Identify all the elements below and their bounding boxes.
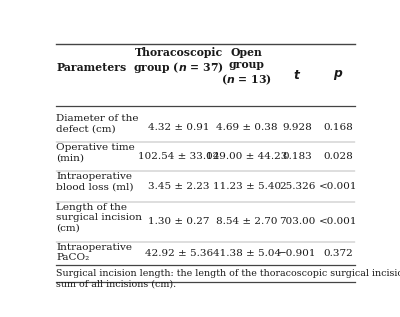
Text: −0.901: −0.901 <box>278 249 316 258</box>
Text: 129.00 ± 44.23: 129.00 ± 44.23 <box>206 152 288 161</box>
Text: 0.183: 0.183 <box>282 152 312 161</box>
Text: 9.928: 9.928 <box>282 123 312 132</box>
Text: 1.30 ± 0.27: 1.30 ± 0.27 <box>148 217 210 226</box>
Text: $\bfit{p}$: $\bfit{p}$ <box>333 68 344 82</box>
Text: Open
group
($\bfit{n}$ = 13): Open group ($\bfit{n}$ = 13) <box>222 47 272 87</box>
Text: Operative time
(min): Operative time (min) <box>56 143 135 162</box>
Text: Diameter of the
defect (cm): Diameter of the defect (cm) <box>56 114 139 133</box>
Text: <0.001: <0.001 <box>319 182 358 191</box>
Text: 11.23 ± 5.40: 11.23 ± 5.40 <box>213 182 281 191</box>
Text: Thoracoscopic
group ($\bfit{n}$ = 37): Thoracoscopic group ($\bfit{n}$ = 37) <box>133 47 224 75</box>
Text: 0.168: 0.168 <box>324 123 353 132</box>
Text: Surgical incision length: the length of the thoracoscopic surgical incision is t: Surgical incision length: the length of … <box>56 269 400 288</box>
Text: Length of the
surgical incision
(cm): Length of the surgical incision (cm) <box>56 203 142 233</box>
Text: 4.32 ± 0.91: 4.32 ± 0.91 <box>148 123 210 132</box>
Text: 102.54 ± 33.04: 102.54 ± 33.04 <box>138 152 219 161</box>
Text: 8.54 ± 2.70: 8.54 ± 2.70 <box>216 217 278 226</box>
Text: 703.00: 703.00 <box>279 217 315 226</box>
Text: Parameters: Parameters <box>56 62 126 74</box>
Text: 25.326: 25.326 <box>279 182 315 191</box>
Text: 4.69 ± 0.38: 4.69 ± 0.38 <box>216 123 278 132</box>
Text: Intraoperative
blood loss (ml): Intraoperative blood loss (ml) <box>56 172 134 192</box>
Text: 3.45 ± 2.23: 3.45 ± 2.23 <box>148 182 210 191</box>
Text: <0.001: <0.001 <box>319 217 358 226</box>
Text: 41.38 ± 5.04: 41.38 ± 5.04 <box>213 249 281 258</box>
Text: Intraoperative
PaCO₂: Intraoperative PaCO₂ <box>56 243 132 262</box>
Text: 42.92 ± 5.36: 42.92 ± 5.36 <box>144 249 213 258</box>
Text: 0.028: 0.028 <box>324 152 353 161</box>
Text: 0.372: 0.372 <box>324 249 353 258</box>
Text: $\bfit{t}$: $\bfit{t}$ <box>293 69 301 82</box>
